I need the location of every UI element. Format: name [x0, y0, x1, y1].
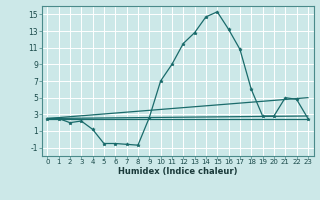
X-axis label: Humidex (Indice chaleur): Humidex (Indice chaleur)	[118, 167, 237, 176]
